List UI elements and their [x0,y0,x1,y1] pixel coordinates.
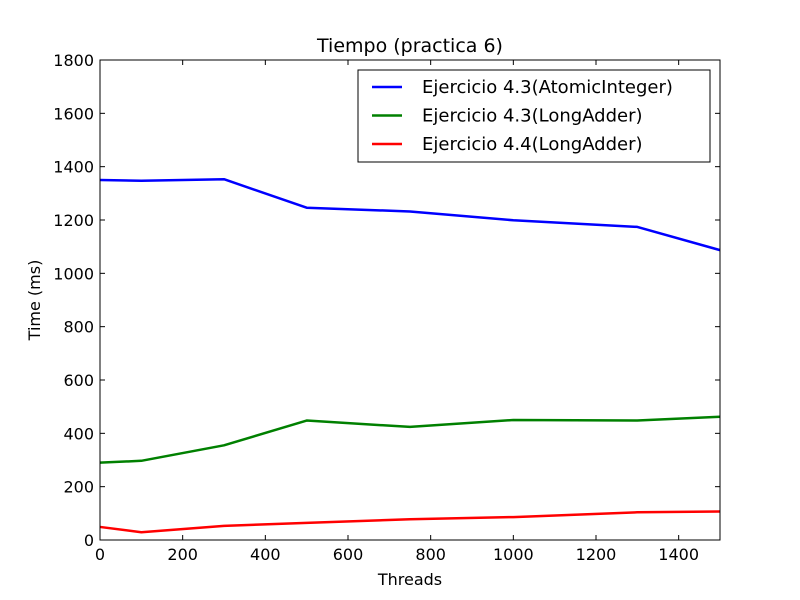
y-tick-label: 400 [63,424,94,443]
y-tick-label: 1600 [53,104,94,123]
x-axis-ticks: 0 200 400 600 800 1000 1200 1400 [95,60,699,564]
y-tick-label: 1000 [53,264,94,283]
x-tick-label: 800 [415,545,446,564]
legend-label-1: Ejercicio 4.3(AtomicInteger) [422,77,673,98]
x-tick-label: 200 [167,545,198,564]
series-line-1 [99,177,721,252]
plot-frame [99,59,721,541]
plot-lines [99,177,721,534]
x-tick-label: 400 [250,545,281,564]
chart-title: Tiempo (practica 6) [316,35,503,57]
y-axis-title: Time (ms) [25,260,44,342]
x-tick-label: 1400 [658,545,699,564]
series-line-2 [99,415,721,464]
y-tick-label: 1800 [53,51,94,70]
y-tick-label: 600 [63,371,94,390]
x-tick-label: 600 [333,545,364,564]
legend: Ejercicio 4.3(AtomicInteger) Ejercicio 4.… [357,69,711,163]
x-tick-label: 0 [95,545,105,564]
y-tick-label: 1400 [53,158,94,177]
legend-label-3: Ejercicio 4.4(LongAdder) [422,134,643,155]
y-tick-label: 800 [63,318,94,337]
y-axis-ticks: 0 200 400 600 800 1000 1200 1400 1600 1800 [53,51,720,550]
legend-label-2: Ejercicio 4.3(LongAdder) [422,106,643,127]
x-tick-label: 1200 [576,545,617,564]
y-tick-label: 1200 [53,211,94,230]
y-tick-label: 0 [84,531,94,550]
x-tick-label: 1000 [493,545,534,564]
x-axis-title: Threads [377,570,442,589]
series-line-3 [99,510,721,534]
legend-frame [357,69,711,163]
y-tick-label: 200 [63,478,94,497]
